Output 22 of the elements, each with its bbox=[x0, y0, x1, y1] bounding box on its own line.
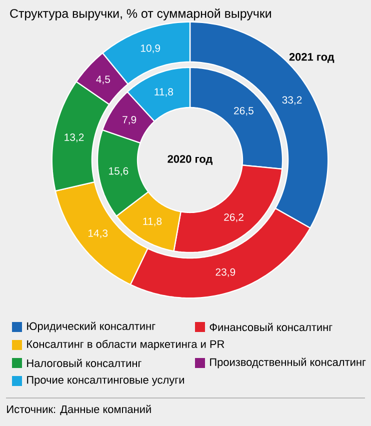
legend-label: Налоговый консалтинг bbox=[27, 358, 142, 368]
legend-label: Финансовый консалтинг bbox=[210, 322, 332, 332]
slice-label: 2020 год bbox=[168, 155, 212, 165]
legend-label: Прочие консалтинговые услуги bbox=[27, 376, 184, 386]
data-label: 10,9 bbox=[140, 44, 160, 54]
legend-label: Консалтинг в области маркетинга и PR bbox=[27, 340, 224, 350]
text: Источник: Данные компаний bbox=[7, 404, 151, 416]
data-label: 13,2 bbox=[64, 134, 84, 142]
slice-label: 2021 год bbox=[289, 53, 334, 63]
data-label: 26,5 bbox=[234, 106, 254, 116]
data-label: 14,3 bbox=[88, 230, 108, 238]
data-label: 11,8 bbox=[143, 218, 162, 226]
legend-label: Производственный консалтинг bbox=[210, 358, 366, 368]
data-label: 23,9 bbox=[216, 268, 236, 277]
data-label: 33,2 bbox=[282, 96, 302, 105]
data-label: 7,9 bbox=[122, 116, 136, 125]
data-label: 15,6 bbox=[109, 167, 128, 176]
legend-label: Юридический консалтинг bbox=[27, 322, 156, 332]
chart-title: Структура выручки, % от суммарной выручки bbox=[10, 8, 271, 20]
data-label: 11,8 bbox=[154, 88, 174, 97]
data-label: 26,2 bbox=[224, 213, 244, 222]
data-label: 4,5 bbox=[96, 76, 110, 84]
